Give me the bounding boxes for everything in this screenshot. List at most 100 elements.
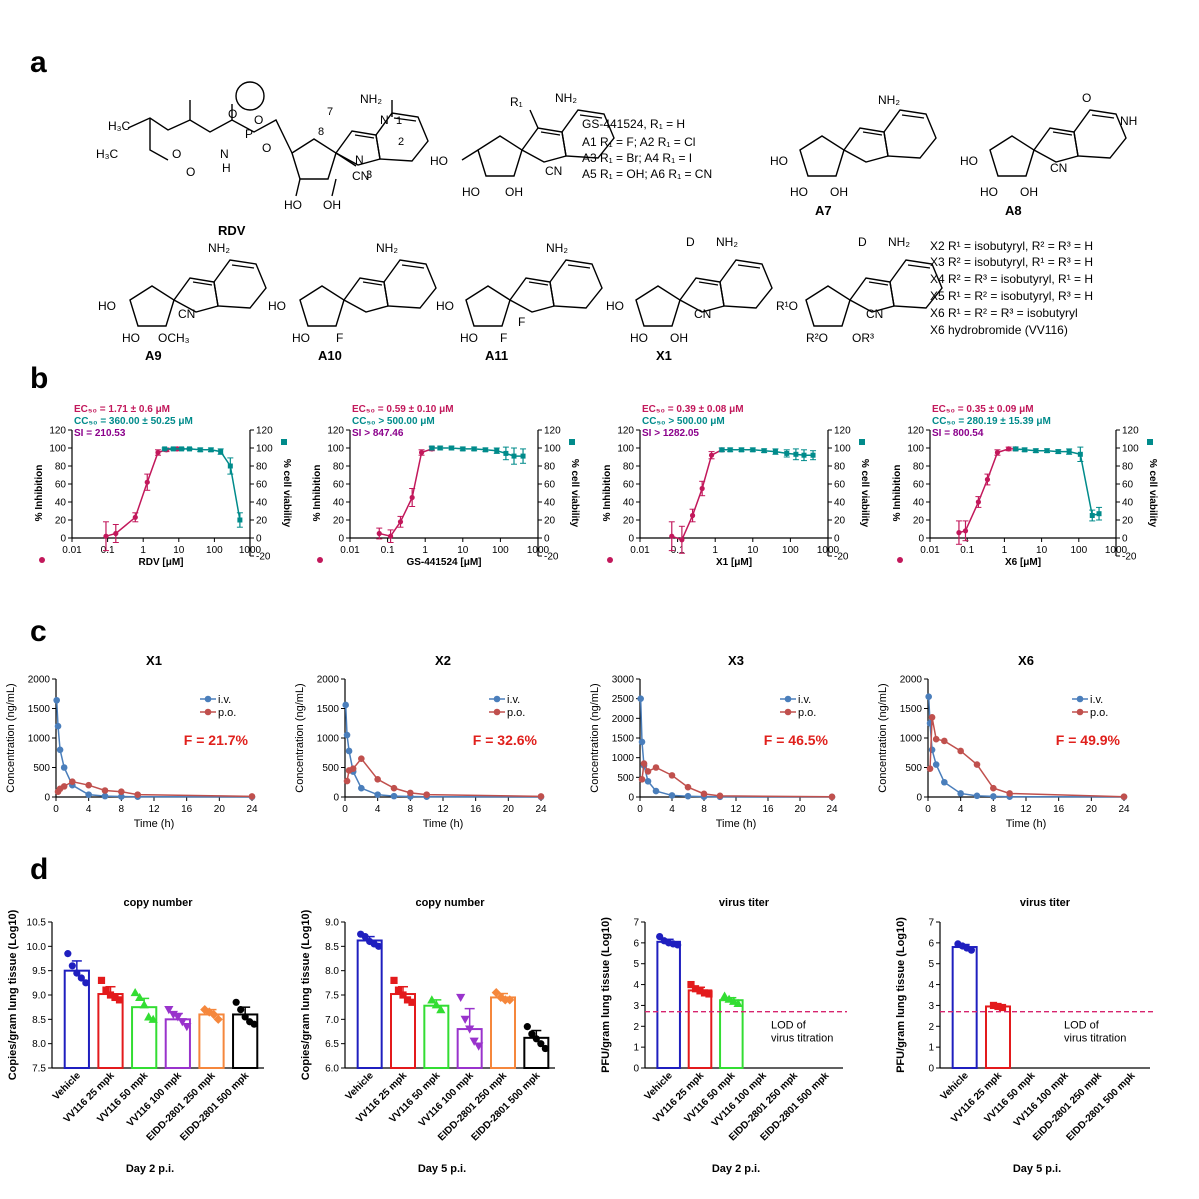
annotation-text: CC₅₀ = 280.19 ± 15.39 μM (932, 416, 1051, 427)
data-point (465, 1025, 475, 1034)
a11-nh2: NH₂ (546, 241, 568, 255)
gs-legend-line: A3 R₁ = Br; A4 R₁ = I (582, 151, 692, 165)
po-point (374, 776, 381, 783)
y-axis-label: Concentration (ng/mL) (877, 683, 889, 792)
viability-point (1013, 446, 1019, 452)
iv-point (640, 762, 648, 769)
iv-point (390, 792, 398, 800)
x-tick-label: 100 (1070, 545, 1087, 556)
po-point (1120, 793, 1128, 801)
annotation-text: CC₅₀ > 500.00 μM (642, 416, 725, 427)
x-legend-line: X6 hydrobromide (VV116) (930, 323, 1068, 337)
y-tick-label: 2500 (612, 694, 635, 705)
rdv-atom-h: H (222, 161, 231, 175)
y-tick-label: 500 (33, 763, 50, 774)
bar (523, 1036, 550, 1069)
y-axis-label: Copies/gram lung tissue (Log10) (300, 909, 312, 1080)
po-point (343, 777, 351, 785)
x-legend: X2 R¹ = isobutyryl, R² = R³ = H X3 R² = … (930, 239, 1093, 337)
po-point (684, 783, 692, 791)
x-generic-d: D (858, 235, 867, 249)
y2-tick-label: 40 (256, 498, 268, 509)
x1-d: D (686, 235, 695, 249)
x-tick-label: 20 (794, 804, 806, 815)
viability-point (1096, 511, 1102, 517)
po-point (1006, 790, 1013, 797)
gs-cn: CN (545, 164, 562, 178)
po-point (537, 793, 545, 800)
po-point (716, 792, 724, 800)
inhibition-legend-marker (897, 557, 903, 563)
x-tick-label: EIDD-2801 500 mpk (758, 1070, 831, 1143)
inhibition-point (708, 452, 715, 458)
y2-tick-label: -20 (834, 552, 849, 563)
annotation-text: CC₅₀ = 360.00 ± 50.25 μM (74, 416, 193, 427)
annotation-text: CC₅₀ > 500.00 μM (352, 416, 435, 427)
data-point (204, 1007, 214, 1017)
data-point (665, 939, 673, 947)
x-tick-label: 16 (470, 804, 482, 815)
bar-chart: copy number 7.5 8.0 8.5 9.0 9.5 10.0 10.5 Copies… (7, 897, 264, 1175)
viability-point (448, 445, 454, 451)
x-axis-label: X6 [μM] (1005, 557, 1041, 568)
x1-name: X1 (656, 348, 672, 360)
data-point (200, 1005, 210, 1015)
y-tick-label: 40 (623, 498, 635, 509)
legend-marker (493, 695, 501, 703)
x-tick-label: 8 (119, 804, 125, 815)
data-point (687, 980, 695, 989)
inhibition-point (1012, 446, 1019, 452)
inhibition-legend-marker (39, 557, 45, 563)
inhibition-point (387, 533, 394, 539)
data-point (994, 1002, 1002, 1011)
iv-point (957, 790, 964, 797)
x-tick-label: 20 (214, 804, 226, 815)
chart-title: X2 (435, 653, 451, 668)
viability-point (772, 449, 778, 455)
x-tick-label: 24 (535, 804, 547, 815)
iv-point (374, 791, 381, 798)
viability-point (162, 446, 168, 452)
x-axis-label: Day 2 p.i. (126, 1163, 174, 1175)
y-tick-label: 7 (633, 918, 639, 929)
y-tick-label: 2000 (317, 675, 340, 686)
y-tick-label: 8.0 (325, 966, 339, 977)
x-axis-label: Time (h) (716, 818, 757, 830)
viability-point (801, 452, 807, 458)
x-generic-or3: OR³ (852, 331, 874, 345)
lod-label: LOD of (771, 1020, 807, 1032)
po-point (973, 761, 981, 768)
data-point (111, 993, 119, 1002)
data-point (436, 1005, 446, 1014)
x-axis-label: GS-441524 [μM] (406, 557, 481, 568)
x-tick-label: 24 (826, 804, 838, 815)
legend-label: p.o. (218, 707, 236, 719)
po-point (990, 784, 997, 792)
y-tick-label: 120 (49, 426, 66, 437)
viability-point (1044, 448, 1050, 454)
bar (456, 1028, 483, 1069)
rdv-atom-o-1: O (172, 147, 181, 161)
x-tick-label: 24 (1118, 804, 1130, 815)
legend-marker (1076, 708, 1084, 716)
rdv-atom-o-4: O (254, 113, 263, 127)
a10-ho: HO (268, 299, 286, 313)
data-point (989, 1001, 998, 1010)
chart-title: X6 (1018, 653, 1034, 668)
inhibition-legend-marker (607, 557, 613, 563)
iv-line (344, 704, 542, 798)
data-point (408, 998, 416, 1006)
y-tick-label: 0 (628, 534, 634, 545)
gs-nh2: NH₂ (555, 91, 577, 105)
x-axis-label: X1 [μM] (716, 557, 752, 568)
inhibition-point (113, 530, 119, 537)
data-point (733, 998, 743, 1007)
x-axis-label: Time (h) (1006, 818, 1047, 830)
inhibition-point (1006, 446, 1012, 452)
data-point (148, 1014, 158, 1023)
pk-chart: X3 0 500 1000 1500 2000 2500 3000 0 4 8 12 16 20 24 Tim… (589, 653, 838, 830)
iv-point (716, 793, 724, 801)
po-point (60, 783, 68, 790)
x-tick-label: 12 (148, 804, 160, 815)
a7-ho-2: HO (790, 185, 808, 199)
